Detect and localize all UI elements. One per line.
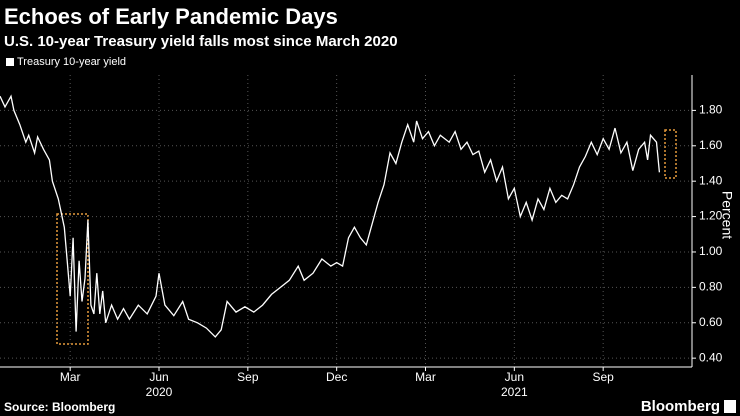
x-tick-label: Mar	[415, 370, 436, 384]
y-tick-label: 1.20	[699, 209, 723, 223]
legend-label: Treasury 10-year yield	[17, 56, 126, 68]
x-tick-label: Jun	[149, 370, 168, 384]
y-axis-title: Percent	[719, 191, 735, 239]
legend-swatch	[6, 58, 14, 66]
x-tick-label: Sep	[592, 370, 614, 384]
chart-title: Echoes of Early Pandemic Days	[4, 4, 338, 29]
brand: Bloomberg	[641, 398, 720, 415]
y-tick-label: 1.60	[699, 138, 723, 152]
highlight-box	[56, 213, 89, 345]
x-tick-label: Dec	[326, 370, 347, 384]
y-tick-label: 1.00	[699, 244, 723, 258]
x-tick-label: Jun	[505, 370, 524, 384]
x-tick-label: Sep	[237, 370, 259, 384]
x-group-label: 2020	[146, 385, 173, 399]
data-line	[0, 94, 661, 338]
y-tick-label: 0.40	[699, 350, 723, 364]
y-tick-label: 0.60	[699, 315, 723, 329]
y-tick-label: 1.80	[699, 103, 723, 117]
x-group-label: 2021	[501, 385, 528, 399]
source: Source: Bloomberg	[4, 400, 115, 414]
chart-subtitle: U.S. 10-year Treasury yield falls most s…	[4, 33, 398, 50]
highlight-box	[664, 129, 677, 179]
x-tick-label: Mar	[60, 370, 81, 384]
y-tick-label: 1.40	[699, 173, 723, 187]
y-tick-label: 0.80	[699, 280, 723, 294]
brand-icon	[724, 400, 736, 413]
